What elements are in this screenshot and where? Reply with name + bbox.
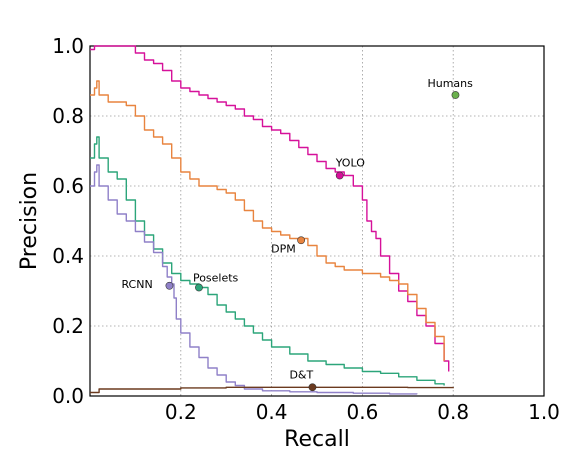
x-tick-label: 1.0 — [528, 400, 560, 424]
point-humans — [451, 91, 460, 99]
y-tick-label: 0.8 — [52, 104, 84, 128]
y-axis-title: Precision — [17, 172, 42, 270]
point-label-dpm: DPM — [271, 242, 296, 255]
point-label-yolo: YOLO — [335, 157, 366, 170]
point-label-rcnn: RCNN — [121, 278, 152, 291]
series-line-rcnn — [90, 164, 418, 395]
point-poselets — [195, 283, 203, 292]
point-label-humans: Humans — [427, 77, 473, 90]
series-line-dpm — [90, 80, 445, 361]
grid-lines — [90, 45, 545, 397]
operating-points: Humans YOLO DPM Poselets RCNN D&T — [121, 77, 473, 392]
point-rcnn — [165, 281, 174, 290]
x-tick-label: 0.4 — [256, 400, 288, 424]
y-tick-label: 1.0 — [52, 34, 84, 58]
point-yolo — [335, 171, 344, 180]
point-label-d-t: D&T — [289, 368, 313, 381]
y-tick-label: 0.4 — [52, 244, 84, 268]
x-tick-labels: 0.2 0.4 0.6 0.8 1.0 — [165, 400, 560, 424]
point-dpm — [297, 236, 306, 245]
plot-frame — [89, 45, 545, 397]
y-tick-labels: 0.0 0.2 0.4 0.6 0.8 1.0 — [52, 34, 84, 408]
series-lines — [90, 45, 454, 395]
y-tick-label: 0.6 — [52, 174, 84, 198]
series-line-d-t — [90, 386, 454, 394]
series-line-poselets — [90, 136, 445, 386]
y-tick-label: 0.2 — [52, 314, 84, 338]
x-tick-label: 0.6 — [346, 400, 378, 424]
point-label-poselets: Poselets — [193, 272, 239, 285]
x-tick-label: 0.8 — [437, 400, 469, 424]
x-axis-title: Recall — [284, 427, 350, 452]
y-tick-label: 0.0 — [52, 384, 84, 408]
x-tick-label: 0.2 — [165, 400, 197, 424]
point-d-t — [308, 383, 317, 392]
series-line-yolo — [90, 45, 450, 372]
